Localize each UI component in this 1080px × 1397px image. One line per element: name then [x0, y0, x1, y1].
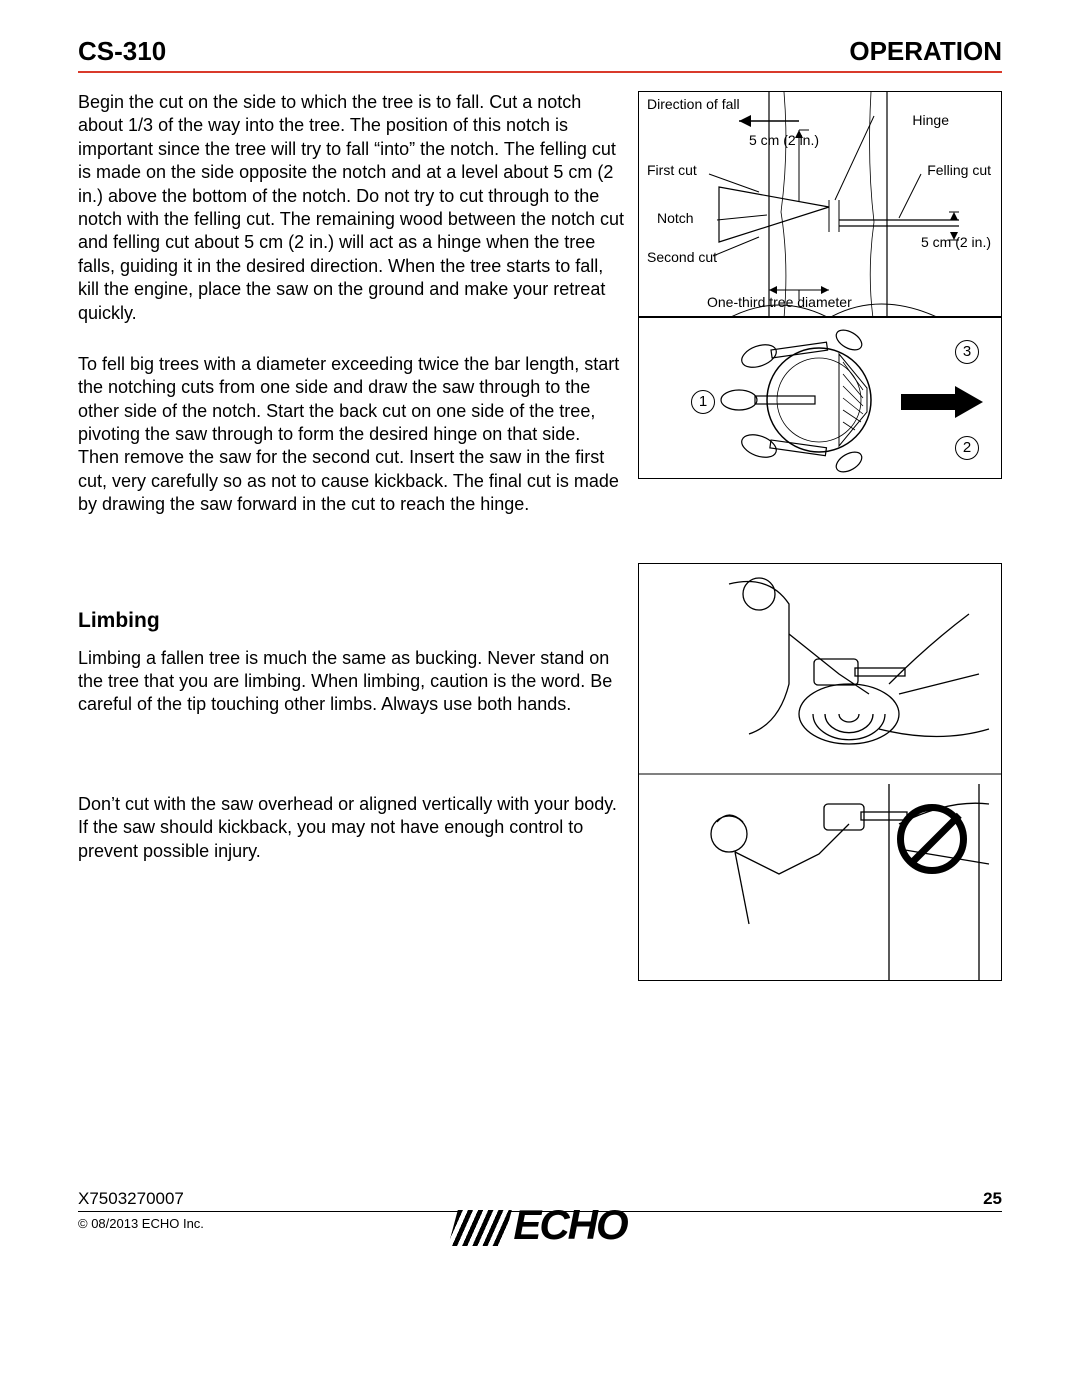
- limbing-svg: [639, 564, 1002, 981]
- paragraph-4: Don’t cut with the saw overhead or align…: [78, 793, 624, 863]
- label-felling-cut: Felling cut: [927, 162, 991, 178]
- paragraph-1: Begin the cut on the side to which the t…: [78, 91, 624, 325]
- label-second-cut: Second cut: [647, 249, 717, 265]
- figure-notch-diagram: Direction of fall Hinge 5 cm (2 in.) Fir…: [638, 91, 1002, 317]
- page-header: CS-310 OPERATION: [78, 36, 1002, 73]
- label-one-third: One-third tree diameter: [707, 294, 852, 310]
- label-first-cut: First cut: [647, 162, 697, 178]
- figure-column: Direction of fall Hinge 5 cm (2 in.) Fir…: [638, 91, 1002, 981]
- section-title: OPERATION: [849, 36, 1002, 67]
- figure-limbing: [638, 563, 1002, 981]
- limbing-heading: Limbing: [78, 609, 624, 633]
- label-hinge: Hinge: [912, 112, 949, 128]
- label-notch: Notch: [657, 210, 694, 226]
- content-area: Begin the cut on the side to which the t…: [78, 91, 1002, 981]
- echo-logo: ECHO: [453, 1201, 626, 1249]
- paragraph-3: Limbing a fallen tree is much the same a…: [78, 647, 624, 717]
- text-column: Begin the cut on the side to which the t…: [78, 91, 624, 981]
- label-5cm-top: 5 cm (2 in.): [749, 132, 819, 148]
- step-3: 3: [955, 340, 979, 364]
- step-2: 2: [955, 436, 979, 460]
- figure-big-tree-sequence: 1 2 3: [638, 317, 1002, 479]
- label-5cm-bottom: 5 cm (2 in.): [921, 234, 991, 250]
- model-number: CS-310: [78, 36, 166, 67]
- label-direction: Direction of fall: [647, 96, 740, 112]
- step-1: 1: [691, 390, 715, 414]
- paragraph-2: To fell big trees with a diameter exceed…: [78, 353, 624, 517]
- prohibited-icon: [897, 804, 967, 874]
- logo-container: ECHO: [0, 1201, 1080, 1249]
